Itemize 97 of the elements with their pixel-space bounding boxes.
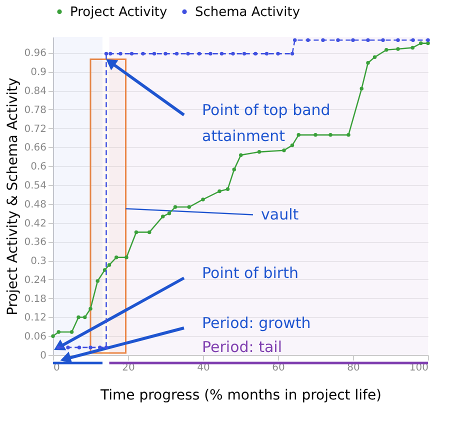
point (396, 47, 400, 51)
y-tick-label: 0.72 (24, 124, 46, 135)
y-tick-label: 0.9 (30, 67, 46, 78)
y-tick-label: 0.96 (24, 48, 46, 60)
point (70, 330, 74, 334)
y-tick-label: 0.36 (24, 237, 46, 248)
point (118, 52, 122, 56)
y-tick-label: 0.54 (24, 180, 46, 192)
point (410, 46, 414, 50)
point (346, 133, 350, 137)
point (396, 38, 400, 42)
point (66, 346, 70, 350)
y-tick-label: 0.42 (24, 218, 46, 230)
legend-label: Project Activity (70, 4, 168, 20)
point (306, 38, 310, 42)
point (232, 168, 236, 172)
point (239, 153, 243, 157)
point (372, 55, 377, 60)
point (96, 279, 100, 283)
point (186, 52, 190, 56)
band-label: Period: growth (202, 314, 311, 332)
point (328, 133, 332, 137)
point (88, 346, 92, 350)
y-tick-label: 0.66 (24, 142, 46, 154)
point (108, 52, 112, 56)
y-tick-label: 0.78 (24, 104, 46, 116)
point (231, 52, 235, 56)
y-tick-label: 0.48 (24, 199, 46, 210)
point (419, 41, 423, 46)
y-axis-title: Project Activity & Schema Activity (5, 78, 22, 316)
point (141, 52, 145, 56)
point (102, 268, 107, 272)
point (220, 52, 224, 56)
legend-label: Schema Activity (195, 4, 300, 20)
point (56, 330, 60, 334)
point (276, 52, 280, 56)
y-tick-label: 0.3 (30, 256, 46, 268)
point (51, 334, 55, 338)
point (208, 52, 212, 56)
point (76, 315, 80, 320)
point (88, 306, 92, 311)
point (242, 52, 246, 56)
point (161, 214, 165, 218)
point (114, 256, 118, 260)
annotation: Point of top band attainment (202, 101, 330, 145)
point (167, 211, 172, 216)
point (411, 38, 415, 42)
point (254, 52, 258, 56)
point (134, 230, 138, 234)
band-label: vault (261, 206, 299, 224)
point (290, 52, 294, 56)
point (226, 187, 230, 191)
point (56, 346, 60, 350)
point (98, 346, 102, 350)
point (296, 133, 300, 137)
annotation: Point of birth (202, 264, 298, 282)
point (164, 52, 168, 56)
y-tick-label: 0.06 (24, 332, 46, 343)
point (130, 52, 134, 56)
point (107, 263, 112, 267)
x-axis-title: Time progress (% months in project life) (99, 388, 382, 404)
point (197, 52, 202, 56)
y-tick-label: 0.84 (24, 86, 46, 98)
point (282, 148, 286, 152)
point (104, 346, 108, 350)
point (366, 38, 370, 42)
y-tick-label: 0.18 (24, 294, 46, 305)
point (148, 230, 152, 234)
point (426, 38, 430, 42)
point (257, 150, 262, 154)
point (381, 38, 385, 42)
point (426, 41, 430, 46)
point (201, 198, 205, 202)
point (173, 205, 178, 209)
y-tick-label: 0.6 (30, 162, 46, 173)
point (124, 256, 128, 260)
point (174, 52, 179, 56)
band-label: Period: tail (202, 338, 282, 356)
point (218, 189, 222, 194)
point (77, 346, 82, 350)
point (314, 133, 318, 137)
point (152, 52, 156, 56)
point (83, 315, 87, 320)
point (360, 86, 364, 91)
point (366, 60, 370, 65)
y-tick-label: 0 (40, 350, 46, 362)
point (351, 38, 355, 42)
point (104, 52, 108, 56)
point (336, 38, 340, 42)
point (290, 143, 294, 148)
y-tick-label: 0.12 (24, 312, 46, 324)
point (321, 38, 325, 42)
point (293, 38, 297, 42)
point (384, 48, 388, 52)
point (264, 52, 269, 56)
y-tick-label: 0.24 (24, 274, 46, 286)
point (187, 205, 191, 209)
